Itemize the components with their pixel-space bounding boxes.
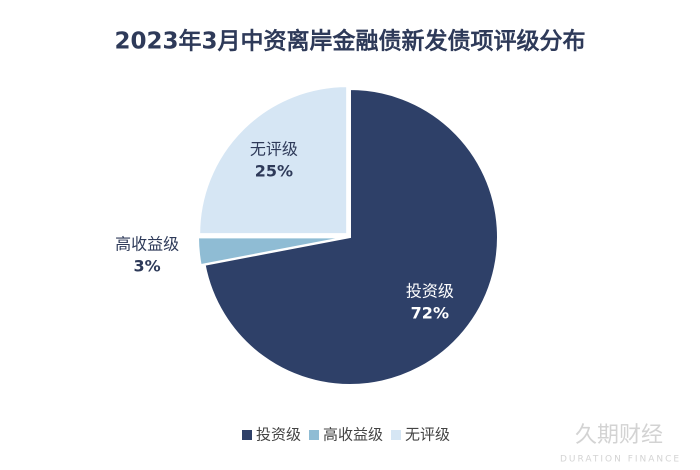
- data-label: 25%: [255, 161, 293, 180]
- slice-label: 高收益级: [115, 235, 179, 254]
- legend-swatch: [309, 430, 319, 440]
- legend-swatch: [391, 430, 401, 440]
- legend-label: 投资级: [256, 426, 301, 444]
- pie-slice: [198, 85, 349, 236]
- chart-title: 2023年3月中资离岸金融债新发债项评级分布: [114, 28, 585, 55]
- slice-label: 投资级: [406, 282, 454, 301]
- legend-swatch: [242, 430, 252, 440]
- pie-slice: [203, 87, 499, 386]
- legend-label: 高收益级: [323, 426, 383, 444]
- slice-label: 无评级: [250, 139, 298, 158]
- watermark-text: 久期财经: [575, 423, 663, 448]
- data-label: 3%: [134, 257, 161, 276]
- pie-slice: [197, 236, 347, 267]
- legend-label: 无评级: [405, 426, 450, 444]
- watermark: 久期财经 DURATION FINANCE: [560, 423, 681, 465]
- data-label: 72%: [411, 304, 449, 323]
- watermark-subtitle: DURATION FINANCE: [560, 455, 681, 465]
